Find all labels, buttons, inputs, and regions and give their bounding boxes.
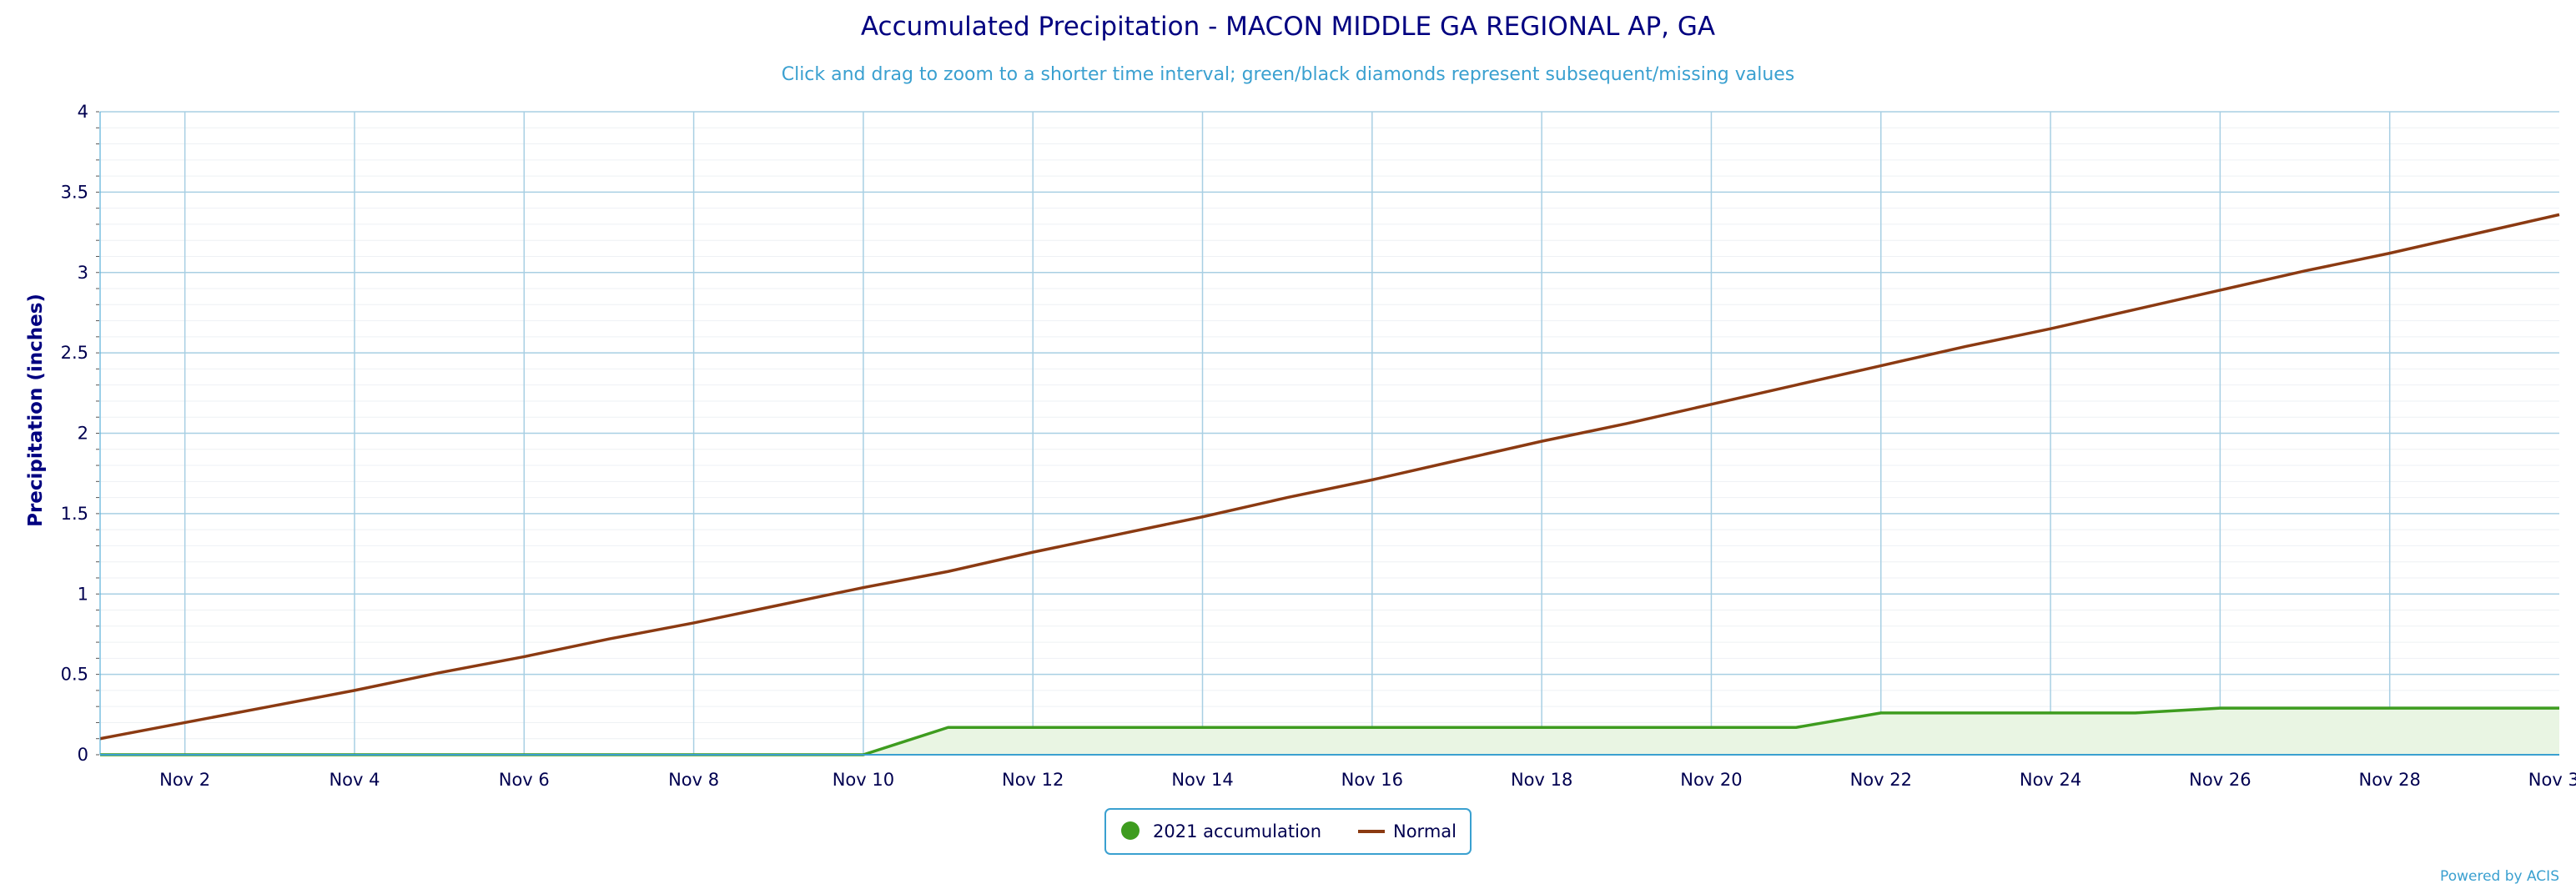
y-tick-label: 3.5 [61,182,88,202]
data-point-2021-accumulation-11 [947,726,948,728]
data-point-normal-22 [1880,364,1882,366]
data-point-2021-accumulation-19 [1626,726,1628,728]
series-area-2021-accumulation [100,708,2559,755]
y-tick-label: 2 [78,424,88,444]
legend-box [1104,808,1472,855]
x-tick-label: Nov 2 [159,770,210,790]
data-point-normal-8 [692,622,694,624]
x-tick-label: Nov 22 [1850,770,1912,790]
data-point-normal-15 [1286,496,1288,498]
data-point-normal-17 [1456,460,1457,461]
data-point-normal-21 [1795,384,1797,385]
x-tick-label: Nov 28 [2358,770,2420,790]
data-point-normal-5 [438,671,440,673]
data-point-normal-30 [2558,213,2560,215]
data-point-2021-accumulation-17 [1456,726,1457,728]
y-tick-label: 0 [78,745,88,765]
x-tick-label: Nov 14 [1171,770,1233,790]
data-point-2021-accumulation-22 [1880,712,1882,714]
data-point-normal-27 [2304,270,2306,272]
series-line-normal [99,213,2560,741]
legend-item-normal[interactable]: Normal [1358,821,1457,841]
legend-label-2021-accumulation: 2021 accumulation [1153,821,1321,841]
data-point-normal-23 [1965,345,1966,347]
data-point-normal-24 [2050,328,2051,329]
data-point-normal-7 [608,638,610,640]
data-point-normal-26 [2219,289,2221,291]
data-point-2021-accumulation-21 [1795,726,1797,728]
x-axis-ticks: Nov 2 Nov 4 Nov 6 Nov 8 Nov 10 Nov 12 Nov 14 No… [159,770,2576,790]
y-tick-label: 3 [78,263,88,283]
x-tick-label: Nov 6 [499,770,550,790]
y-axis-label: Precipitation (inches) [25,294,47,527]
x-tick-label: Nov 24 [2020,770,2081,790]
legend: 2021 accumulation Normal [1104,808,1472,855]
data-point-normal-3 [269,706,270,707]
data-point-normal-18 [1541,440,1542,442]
data-point-2021-accumulation-27 [2304,707,2306,709]
data-point-2021-accumulation-16 [1371,726,1373,728]
x-tick-label: Nov 18 [1511,770,1572,790]
axes [96,111,2559,756]
y-tick-label: 1 [78,584,88,604]
data-point-normal-14 [1201,516,1203,518]
y-tick-label: 4 [78,102,88,122]
x-tick-label: Nov 10 [833,770,894,790]
data-point-normal-25 [2135,309,2136,310]
x-tick-label: Nov 4 [329,770,380,790]
data-point-normal-10 [863,586,864,588]
x-tick-label: Nov 8 [668,770,719,790]
x-tick-label: Nov 16 [1341,770,1403,790]
y-tick-label: 0.5 [61,665,88,685]
data-point-normal-2 [184,721,185,723]
x-tick-label: Nov 20 [1680,770,1742,790]
major-gridlines [100,111,2559,756]
x-tick-label: Nov 12 [1002,770,1064,790]
legend-item-2021-accumulation[interactable]: 2021 accumulation [1121,821,1321,841]
x-tick-label: Nov 30 [2528,770,2576,790]
data-point-normal-16 [1371,479,1373,480]
data-point-2021-accumulation-29 [2473,707,2475,709]
y-tick-label: 2.5 [61,343,88,363]
chart-title: Accumulated Precipitation - MACON MIDDLE… [861,12,1715,42]
data-point-2021-accumulation-18 [1541,726,1542,728]
data-point-normal-20 [1710,404,1712,405]
data-point-normal-11 [947,570,948,572]
x-tick-label: Nov 26 [2189,770,2251,790]
minor-gridlines [100,127,2559,740]
data-point-2021-accumulation-12 [1032,726,1034,728]
y-tick-label: 1.5 [61,504,88,524]
y-axis-ticks: 0 0.5 1 1.5 2 2.5 3 3.5 4 [61,102,88,765]
powered-by-acis-link[interactable]: Powered by ACIS [2440,868,2559,885]
data-point-2021-accumulation-20 [1710,726,1712,728]
data-point-2021-accumulation-28 [2388,707,2390,709]
legend-swatch-2021-accumulation [1121,821,1140,840]
data-point-normal-13 [1117,534,1119,535]
data-point-2021-accumulation-26 [2219,707,2221,709]
data-point-normal-4 [354,690,355,691]
data-point-normal-6 [523,655,525,657]
data-point-normal-28 [2388,252,2390,254]
data-point-normal-19 [1626,423,1628,424]
data-point-normal-9 [777,605,779,606]
data-point-2021-accumulation-14 [1201,726,1203,728]
legend-label-normal: Normal [1393,821,1457,841]
data-point-2021-accumulation-24 [2050,712,2051,714]
data-point-2021-accumulation-15 [1286,726,1288,728]
data-point-normal-29 [2473,233,2475,234]
data-point-normal-12 [1032,551,1034,553]
data-point-2021-accumulation-25 [2135,712,2136,714]
data-point-2021-accumulation-13 [1117,726,1119,728]
chart-subtitle: Click and drag to zoom to a shorter time… [782,64,1795,85]
data-point-2021-accumulation-23 [1965,712,1966,714]
data-point-2021-accumulation-30 [2558,707,2560,709]
